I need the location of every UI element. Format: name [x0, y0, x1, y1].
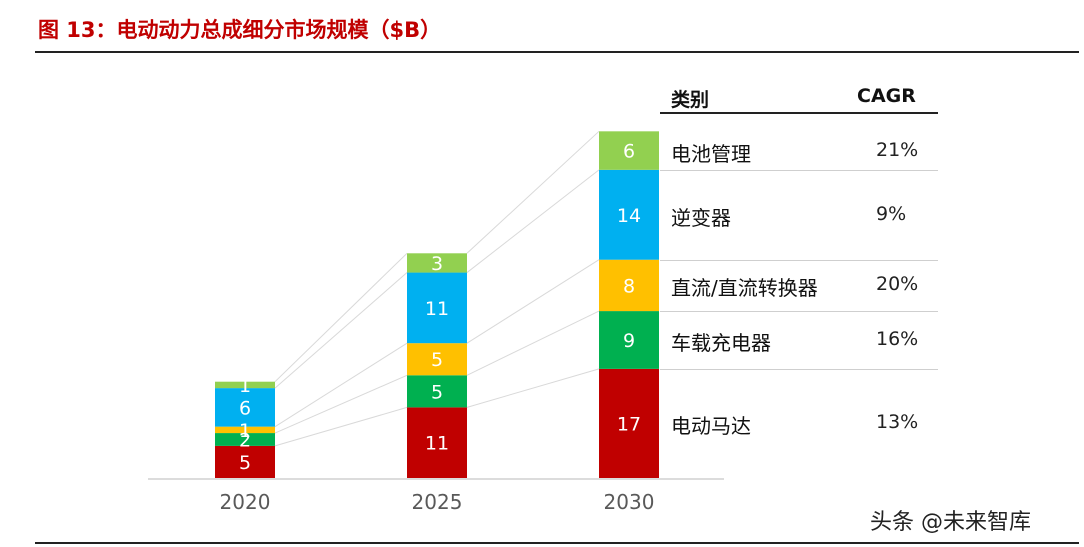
connector-line [274, 374, 408, 434]
bar-segment [407, 253, 467, 273]
legend-cagr-value: 13% [876, 411, 919, 434]
segment-value-label: 11 [425, 298, 449, 320]
bar-segment [215, 381, 275, 389]
chart-title: 图 13：电动动力总成细分市场规模（$B） [38, 18, 442, 42]
segment-value-label: 8 [623, 275, 635, 297]
legend-cagr-value: 20% [876, 273, 919, 296]
bar-segment [599, 131, 659, 170]
bar-segment [407, 375, 467, 408]
segment-value-label: 1 [239, 420, 251, 442]
bar-segment [215, 445, 275, 478]
segment-value-label: 14 [617, 205, 641, 227]
legend-row-separator [660, 311, 938, 313]
legend-cagr-value: 21% [876, 138, 919, 161]
segment-value-label: 5 [431, 381, 443, 403]
bar-segment [599, 259, 659, 312]
connector-line [274, 342, 408, 428]
bar-segment [215, 433, 275, 446]
bar-segment [407, 407, 467, 478]
bar-segment [215, 426, 275, 434]
legend-category-name: 逆变器 [671, 205, 731, 230]
bottom-rule [35, 542, 1079, 544]
legend-row-separator [660, 368, 938, 370]
top-rule [35, 51, 1079, 53]
legend-category-name: 电池管理 [671, 141, 751, 166]
legend-row-separator [660, 259, 938, 261]
bar-segment [599, 169, 659, 260]
legend-cagr-value: 16% [876, 327, 919, 350]
legend-category-name: 直流/直流转换器 [671, 276, 818, 301]
legend-header-cagr: CAGR [857, 85, 916, 107]
bar-segment [215, 388, 275, 427]
x-tick-label: 2025 [412, 490, 463, 514]
bar-segment [407, 343, 467, 376]
connector-lines [274, 130, 600, 447]
bar-segment [599, 311, 659, 369]
bar-segment [599, 368, 659, 478]
connector-line [466, 310, 600, 376]
segment-value-label: 2 [239, 429, 251, 451]
segment-value-label: 17 [617, 413, 641, 435]
legend-category-name: 车载充电器 [671, 330, 771, 355]
x-tick-label: 2030 [604, 490, 655, 514]
legend-header-rule [660, 112, 938, 114]
connector-line [466, 259, 600, 344]
x-tick-labels: 2020 2025 2030 [220, 490, 655, 514]
segment-value-label: 5 [239, 452, 251, 474]
connector-line [466, 130, 600, 254]
connector-line [466, 368, 600, 408]
connector-line [274, 272, 408, 389]
connector-line [274, 406, 408, 447]
bar-segment [407, 272, 467, 344]
connector-line [274, 252, 408, 383]
segment-value-label: 1 [239, 375, 251, 397]
legend-row-separator [660, 169, 938, 171]
segment-value-label: 5 [431, 349, 443, 371]
segment-value-label: 6 [239, 397, 251, 419]
bar-segments [215, 131, 659, 478]
legend-category-name: 电动马达 [671, 414, 751, 439]
segment-value-label: 3 [431, 253, 443, 275]
legend-cagr-value: 9% [876, 202, 907, 225]
segment-value-label: 11 [425, 433, 449, 455]
watermark: 头条 @未来智库 [870, 510, 1031, 535]
connector-line [466, 169, 600, 273]
segment-value-label: 9 [623, 330, 635, 352]
x-tick-label: 2020 [220, 490, 271, 514]
legend-header-category: 类别 [671, 89, 710, 111]
segment-value-label: 6 [623, 141, 635, 163]
